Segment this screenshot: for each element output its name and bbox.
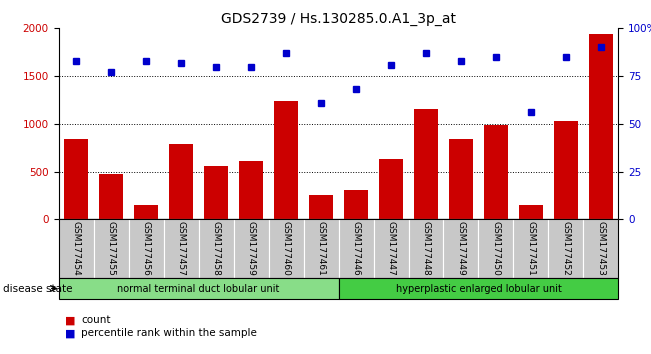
Bar — [449, 139, 473, 219]
Text: GSM177448: GSM177448 — [421, 221, 430, 275]
Bar — [554, 121, 578, 219]
Text: GSM177447: GSM177447 — [387, 221, 396, 275]
Bar — [199, 219, 234, 278]
Text: GSM177460: GSM177460 — [281, 221, 290, 275]
Text: GSM177454: GSM177454 — [72, 221, 81, 275]
Bar — [583, 219, 618, 278]
Text: GSM177456: GSM177456 — [141, 221, 150, 275]
Bar — [548, 219, 583, 278]
Bar — [589, 34, 613, 219]
Bar — [268, 219, 303, 278]
Bar — [169, 144, 193, 219]
Bar — [204, 166, 229, 219]
Bar — [519, 205, 543, 219]
Text: GSM177450: GSM177450 — [492, 221, 501, 275]
Text: GSM177451: GSM177451 — [527, 221, 536, 275]
Text: GSM177459: GSM177459 — [247, 221, 256, 275]
Bar — [274, 101, 298, 219]
Bar — [163, 219, 199, 278]
Text: GSM177457: GSM177457 — [176, 221, 186, 275]
Title: GDS2739 / Hs.130285.0.A1_3p_at: GDS2739 / Hs.130285.0.A1_3p_at — [221, 12, 456, 26]
Bar — [303, 219, 339, 278]
Bar — [339, 278, 618, 299]
Bar — [59, 278, 339, 299]
Bar — [374, 219, 409, 278]
Bar — [134, 205, 158, 219]
Bar — [59, 219, 94, 278]
Bar — [94, 219, 128, 278]
Bar — [414, 109, 438, 219]
Bar — [239, 161, 263, 219]
Text: GSM177458: GSM177458 — [212, 221, 221, 275]
Bar — [64, 139, 89, 219]
Bar — [344, 190, 368, 219]
Bar — [379, 159, 403, 219]
Bar — [478, 219, 514, 278]
Bar — [309, 195, 333, 219]
Bar — [128, 219, 163, 278]
Text: GSM177446: GSM177446 — [352, 221, 361, 275]
Bar — [99, 173, 123, 219]
Text: ■: ■ — [65, 315, 76, 325]
Text: ■: ■ — [65, 329, 76, 338]
Bar — [339, 219, 374, 278]
Text: GSM177461: GSM177461 — [316, 221, 326, 275]
Text: normal terminal duct lobular unit: normal terminal duct lobular unit — [117, 284, 280, 293]
Text: GSM177453: GSM177453 — [596, 221, 605, 275]
Text: count: count — [81, 315, 111, 325]
Text: percentile rank within the sample: percentile rank within the sample — [81, 329, 257, 338]
Bar — [514, 219, 548, 278]
Text: GSM177455: GSM177455 — [107, 221, 116, 275]
Text: GSM177452: GSM177452 — [561, 221, 570, 275]
Bar — [234, 219, 268, 278]
Bar — [443, 219, 478, 278]
Text: GSM177449: GSM177449 — [456, 221, 465, 275]
Text: hyperplastic enlarged lobular unit: hyperplastic enlarged lobular unit — [396, 284, 561, 293]
Text: disease state: disease state — [3, 284, 73, 293]
Bar — [484, 125, 508, 219]
Bar — [409, 219, 443, 278]
